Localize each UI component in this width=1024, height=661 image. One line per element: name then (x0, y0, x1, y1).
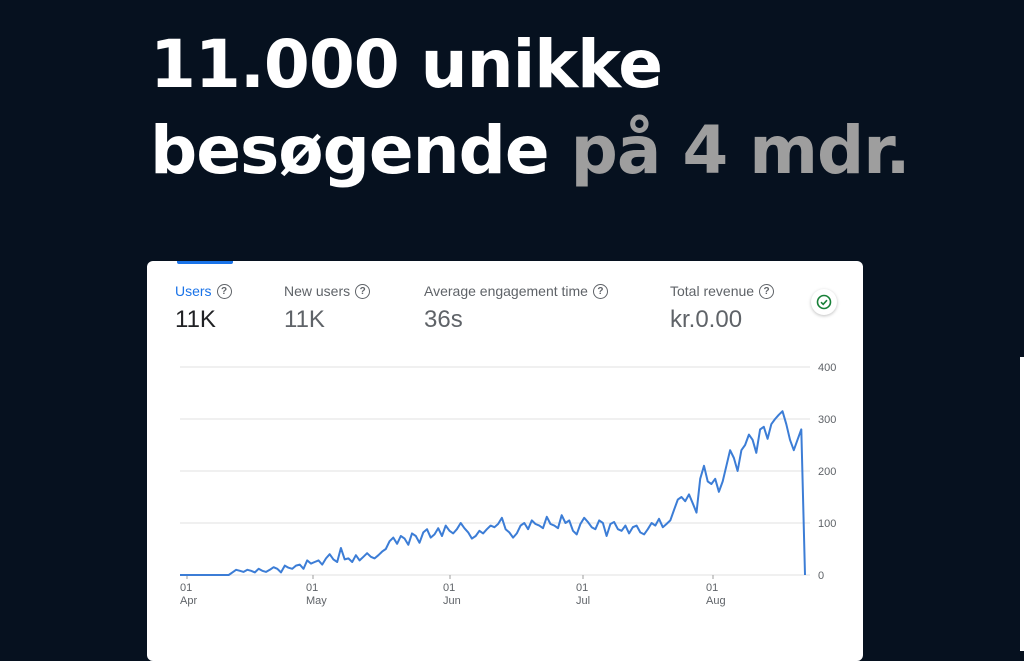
metric-tab-total-revenue[interactable]: Total revenue ? kr.0.00 (670, 283, 775, 334)
metric-value: 11K (284, 306, 325, 333)
headline-main-text: besøgende (150, 112, 550, 189)
help-circle-icon[interactable]: ? (759, 283, 775, 299)
x-tick-day: 01 (306, 582, 318, 594)
y-tick-label: 300 (818, 414, 836, 426)
y-tick-label: 400 (818, 362, 836, 374)
check-circle-icon[interactable] (811, 289, 837, 315)
x-tick-month: Aug (706, 595, 726, 607)
x-tick-day: 01 (443, 582, 455, 594)
x-tick-month: Jul (576, 595, 590, 607)
active-tab-indicator (177, 261, 233, 264)
headline-line-1: 11.000 unikke (150, 26, 663, 103)
metric-label-row: Average engagement time ? (424, 283, 608, 299)
metric-label-row: Total revenue ? (670, 283, 775, 299)
metric-label-row: New users ? (284, 283, 371, 299)
metric-value: 36s (424, 306, 463, 333)
y-tick-label: 0 (818, 570, 824, 582)
metric-label: New users (284, 283, 351, 299)
headline-line-2: besøgende på 4 mdr. (150, 108, 911, 194)
check-mark-graphic (816, 294, 832, 310)
y-tick-label: 200 (818, 466, 836, 478)
right-edge-strip (1020, 357, 1024, 651)
metric-tab-users[interactable]: Users ? 11K (175, 283, 232, 334)
help-circle-icon[interactable]: ? (216, 283, 232, 299)
metric-tab-average-engagement-time[interactable]: Average engagement time ? 36s (424, 283, 608, 334)
x-tick-month: May (306, 595, 327, 607)
metric-tab-new-users[interactable]: New users ? 11K (284, 283, 371, 334)
metric-label: Total revenue (670, 283, 755, 299)
series-line-users (180, 410, 806, 576)
x-tick-month: Jun (443, 595, 461, 607)
headline-muted-text: på 4 mdr. (570, 112, 911, 189)
x-tick-month: Apr (180, 595, 197, 607)
help-circle-icon[interactable]: ? (355, 283, 371, 299)
metric-label: Average engagement time (424, 283, 588, 299)
metric-label: Users (175, 283, 212, 299)
analytics-card: Users ? 11K New users ? 11K Average enga… (147, 261, 863, 661)
y-tick-label: 100 (818, 518, 836, 530)
metric-value: 11K (175, 306, 216, 333)
x-tick-day: 01 (706, 582, 718, 594)
x-tick-day: 01 (180, 582, 192, 594)
help-circle-icon[interactable]: ? (592, 283, 608, 299)
metric-label-row: Users ? (175, 283, 232, 299)
metric-value: kr.0.00 (670, 306, 743, 333)
headline: 11.000 unikke besøgende på 4 mdr. (150, 22, 911, 194)
x-tick-day: 01 (576, 582, 588, 594)
